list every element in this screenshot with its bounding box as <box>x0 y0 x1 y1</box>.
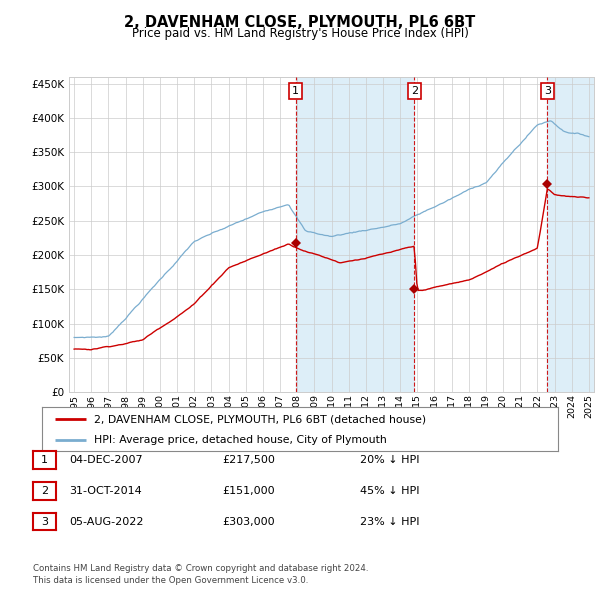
Bar <box>547 77 598 392</box>
Text: 45% ↓ HPI: 45% ↓ HPI <box>360 486 419 496</box>
Text: 1: 1 <box>41 455 48 465</box>
Text: 04-DEC-2007: 04-DEC-2007 <box>69 455 143 465</box>
Text: £217,500: £217,500 <box>222 455 275 465</box>
Text: 2, DAVENHAM CLOSE, PLYMOUTH, PL6 6BT (detached house): 2, DAVENHAM CLOSE, PLYMOUTH, PL6 6BT (de… <box>94 415 426 424</box>
Text: Price paid vs. HM Land Registry's House Price Index (HPI): Price paid vs. HM Land Registry's House … <box>131 27 469 40</box>
Text: Contains HM Land Registry data © Crown copyright and database right 2024.
This d: Contains HM Land Registry data © Crown c… <box>33 565 368 585</box>
Text: 3: 3 <box>41 517 48 526</box>
Text: 3: 3 <box>544 86 551 96</box>
Text: 31-OCT-2014: 31-OCT-2014 <box>69 486 142 496</box>
Text: 20% ↓ HPI: 20% ↓ HPI <box>360 455 419 465</box>
Text: 2: 2 <box>411 86 418 96</box>
Bar <box>296 77 415 392</box>
Text: £151,000: £151,000 <box>222 486 275 496</box>
Text: HPI: Average price, detached house, City of Plymouth: HPI: Average price, detached house, City… <box>94 435 386 445</box>
Text: 23% ↓ HPI: 23% ↓ HPI <box>360 517 419 526</box>
Text: 2: 2 <box>41 486 48 496</box>
Text: 05-AUG-2022: 05-AUG-2022 <box>69 517 143 526</box>
Text: £303,000: £303,000 <box>222 517 275 526</box>
Text: 1: 1 <box>292 86 299 96</box>
Text: 2, DAVENHAM CLOSE, PLYMOUTH, PL6 6BT: 2, DAVENHAM CLOSE, PLYMOUTH, PL6 6BT <box>124 15 476 30</box>
